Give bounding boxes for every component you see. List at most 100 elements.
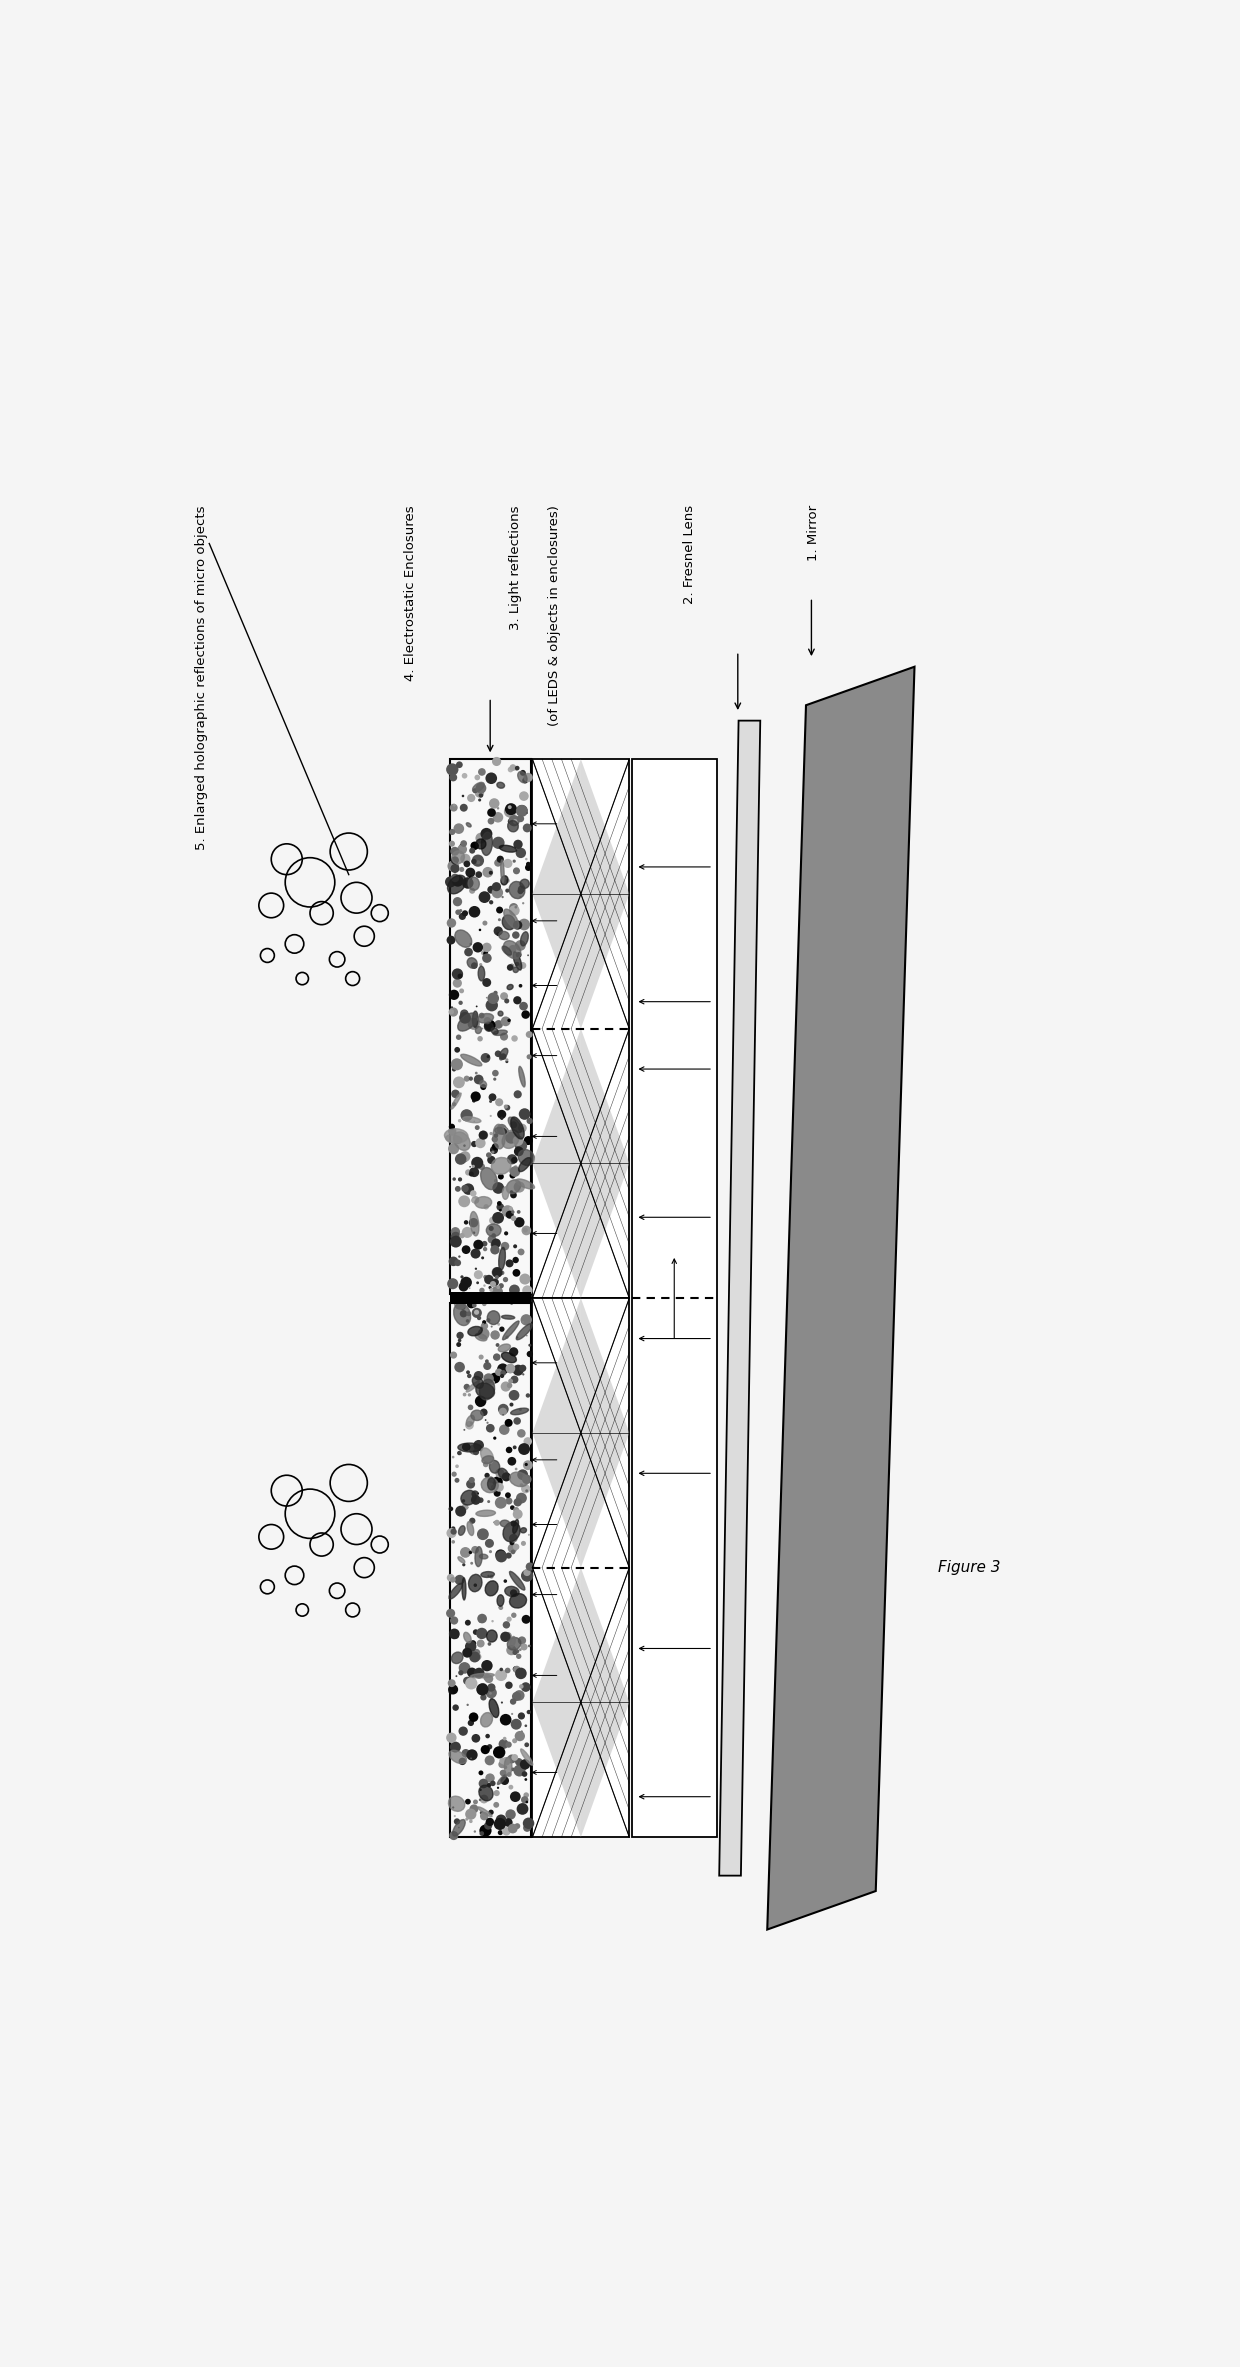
Circle shape — [500, 1714, 512, 1726]
Circle shape — [475, 944, 480, 949]
Circle shape — [498, 1210, 502, 1212]
Circle shape — [463, 1392, 466, 1397]
Ellipse shape — [502, 1321, 520, 1340]
Circle shape — [526, 862, 531, 866]
Ellipse shape — [451, 850, 465, 864]
Circle shape — [500, 1032, 508, 1041]
Polygon shape — [532, 760, 580, 1030]
Ellipse shape — [467, 1522, 474, 1536]
Circle shape — [480, 1328, 484, 1330]
Circle shape — [459, 1283, 469, 1292]
Ellipse shape — [518, 1068, 526, 1086]
Circle shape — [513, 1418, 521, 1425]
Circle shape — [494, 1179, 497, 1184]
Circle shape — [474, 1370, 484, 1380]
Circle shape — [498, 1740, 508, 1749]
Circle shape — [518, 1636, 526, 1645]
Circle shape — [513, 1508, 520, 1513]
Circle shape — [480, 1825, 491, 1837]
Circle shape — [479, 1354, 484, 1359]
Circle shape — [467, 1394, 471, 1397]
Circle shape — [506, 1617, 512, 1621]
Circle shape — [451, 1068, 456, 1072]
Circle shape — [513, 866, 520, 873]
Circle shape — [489, 899, 494, 904]
Circle shape — [491, 1233, 496, 1238]
Ellipse shape — [494, 1030, 507, 1034]
Circle shape — [450, 1236, 461, 1247]
Circle shape — [510, 1349, 515, 1354]
Ellipse shape — [491, 1027, 498, 1034]
Circle shape — [466, 1311, 471, 1316]
Circle shape — [521, 1011, 529, 1018]
Circle shape — [486, 1153, 491, 1157]
Ellipse shape — [479, 1785, 494, 1801]
Ellipse shape — [464, 1633, 471, 1643]
Circle shape — [460, 1150, 470, 1162]
Circle shape — [515, 907, 517, 909]
Circle shape — [487, 1236, 496, 1243]
Circle shape — [517, 1804, 528, 1815]
Circle shape — [469, 1652, 480, 1662]
Circle shape — [479, 1288, 485, 1292]
Circle shape — [498, 1605, 503, 1610]
Ellipse shape — [498, 1468, 508, 1479]
Circle shape — [476, 1281, 479, 1285]
Circle shape — [511, 1550, 516, 1555]
Circle shape — [520, 1484, 523, 1486]
Circle shape — [515, 843, 522, 847]
Circle shape — [470, 843, 479, 850]
Circle shape — [460, 1276, 472, 1288]
Circle shape — [526, 1032, 533, 1037]
Circle shape — [495, 1368, 502, 1375]
Ellipse shape — [497, 1775, 507, 1785]
Ellipse shape — [503, 940, 521, 959]
Circle shape — [454, 824, 464, 833]
Circle shape — [496, 1342, 500, 1347]
Circle shape — [489, 871, 492, 876]
Circle shape — [508, 1823, 517, 1834]
Ellipse shape — [471, 1411, 484, 1420]
Circle shape — [455, 909, 461, 916]
Circle shape — [459, 1001, 463, 1006]
Circle shape — [494, 992, 497, 994]
Circle shape — [516, 1494, 527, 1503]
Circle shape — [480, 1408, 487, 1415]
Circle shape — [479, 798, 481, 802]
Circle shape — [479, 1683, 487, 1692]
Circle shape — [485, 1359, 489, 1363]
Ellipse shape — [516, 1323, 532, 1340]
Ellipse shape — [467, 1326, 482, 1335]
Circle shape — [497, 1124, 507, 1134]
Circle shape — [492, 1266, 502, 1278]
Circle shape — [451, 1058, 463, 1070]
Circle shape — [490, 1780, 496, 1787]
Circle shape — [523, 1136, 533, 1146]
Circle shape — [518, 985, 522, 987]
Circle shape — [475, 788, 484, 798]
Circle shape — [520, 961, 526, 968]
Circle shape — [472, 1302, 476, 1307]
Circle shape — [492, 836, 505, 850]
Circle shape — [448, 1143, 459, 1155]
Circle shape — [481, 1323, 489, 1330]
Circle shape — [453, 1631, 459, 1638]
Circle shape — [449, 1690, 454, 1695]
Circle shape — [480, 828, 492, 840]
Ellipse shape — [487, 1477, 496, 1489]
Circle shape — [523, 1569, 531, 1576]
Circle shape — [503, 1631, 512, 1640]
Circle shape — [507, 1543, 517, 1553]
Ellipse shape — [481, 1714, 492, 1728]
Circle shape — [471, 1091, 481, 1101]
Circle shape — [513, 1690, 525, 1700]
Circle shape — [474, 1830, 476, 1832]
Circle shape — [471, 1309, 482, 1318]
Ellipse shape — [481, 1572, 495, 1576]
Circle shape — [480, 1811, 489, 1820]
Circle shape — [456, 762, 463, 769]
Circle shape — [448, 1278, 459, 1290]
Circle shape — [471, 859, 476, 864]
Circle shape — [496, 1550, 507, 1562]
Circle shape — [460, 854, 470, 864]
